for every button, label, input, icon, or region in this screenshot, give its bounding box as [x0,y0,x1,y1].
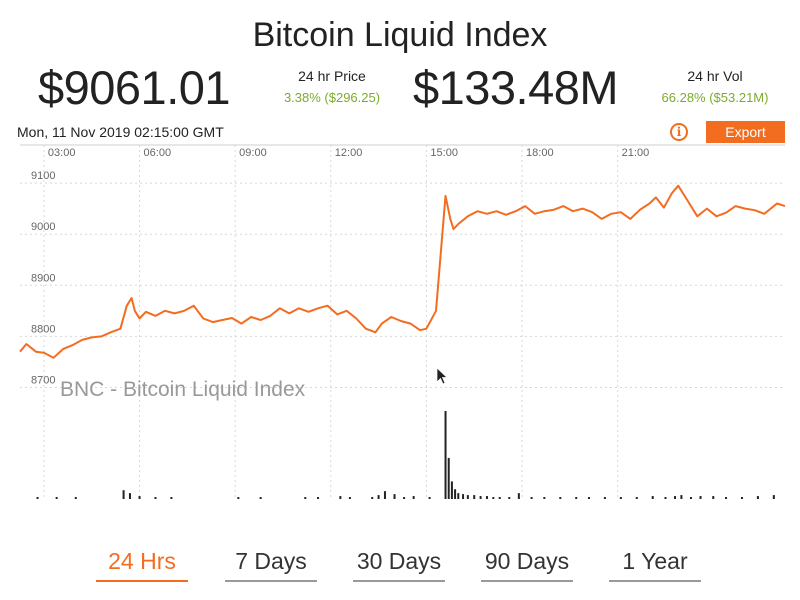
volume-bar [517,493,520,499]
volume-bar [128,493,131,499]
volume-bar [138,496,141,499]
y-tick-label: 8700 [31,374,55,386]
range-option-30-days[interactable]: 30 Days [353,548,445,582]
volume-bar [485,496,488,499]
volume-bar [154,497,157,499]
volume-bar [393,494,396,499]
y-tick-label: 8800 [31,323,55,335]
volume-bar [559,497,562,499]
volume-bar [444,411,447,499]
volume-bar [403,497,406,499]
volume-bar [772,495,775,499]
range-option-90-days[interactable]: 90 Days [481,548,573,582]
volume-stat-label: 24 hr Vol [687,68,743,84]
volume-bar [383,491,386,499]
volume-bar [619,497,622,499]
volume-bar [479,496,482,499]
time-range-selector: 24 Hrs 7 Days 30 Days 90 Days 1 Year [0,540,800,590]
volume-bar [450,481,453,499]
volume-bar [122,490,125,499]
volume-bar [635,497,638,499]
volume-bar [575,497,578,499]
volume-bar [689,497,692,499]
x-tick-label: 12:00 [335,147,363,159]
volume-bar [492,497,495,499]
volume-bar [259,497,262,499]
range-option-24-hrs[interactable]: 24 Hrs [96,548,188,582]
range-option-1-year[interactable]: 1 Year [609,548,701,582]
volume-bar [587,497,590,499]
volume-bar [530,497,533,499]
price-line-layer [19,184,786,359]
volume-bar [466,495,469,499]
volume-bar [680,495,683,499]
y-tick-label: 8900 [31,272,55,284]
chart-timestamp: Mon, 11 Nov 2019 02:15:00 GMT [17,124,224,140]
volume-bar [317,497,320,499]
price-line [19,184,786,359]
volume-bar [740,497,743,499]
range-option-7-days[interactable]: 7 Days [225,548,317,582]
volume-bar [543,497,546,499]
info-icon[interactable]: i [670,123,688,141]
volume-bar [237,497,240,499]
price-stat-label: 24 hr Price [298,68,366,84]
volume-bar [508,497,511,499]
volume-bar [428,497,431,499]
volume-bars [36,411,775,499]
volume-bar [498,497,501,499]
volume-bar [462,494,465,499]
range-option-label: 90 Days [484,548,570,574]
price-stat: 24 hr Price 3.38% ($296.25) [262,68,402,105]
volume-bar [712,496,715,499]
x-tick-label: 06:00 [144,147,172,159]
volume-value: $133.48M [413,61,619,114]
range-option-label: 30 Days [356,548,442,574]
volume-bar [674,496,677,499]
volume-bar [725,497,728,499]
volume-bar [473,495,476,499]
volume-bar [377,495,380,499]
volume-bar [454,489,457,499]
volume-bar [651,496,654,499]
volume-bar [339,496,342,499]
export-button[interactable]: Export [706,121,785,143]
chart-grid [20,144,785,499]
x-tick-label: 21:00 [622,147,650,159]
volume-bar [74,497,77,499]
x-tick-label: 03:00 [48,147,76,159]
axis-labels: 03:00 06:00 09:00 12:00 15:00 18:00 21:00 9100 9… [31,147,649,386]
volume-bar [457,493,460,499]
volume-bar [36,497,39,499]
volume-bar [55,497,58,499]
mouse-cursor-icon [436,367,448,385]
range-option-label: 24 Hrs [108,548,176,574]
volume-change: 66.28% ($53.21M) [661,90,769,105]
volume-bar [412,496,415,499]
volume-bar [371,497,374,499]
volume-bar [699,496,702,499]
chart-watermark: BNC - Bitcoin Liquid Index [60,378,306,401]
volume-stat: 24 hr Vol 66.28% ($53.21M) [640,68,790,105]
x-tick-label: 18:00 [526,147,554,159]
volume-bar [170,497,173,499]
volume-bar [756,496,759,499]
volume-bar [664,497,667,499]
y-tick-label: 9100 [31,170,55,182]
y-tick-label: 9000 [31,221,55,233]
x-tick-label: 09:00 [239,147,267,159]
current-price-value: $9061.01 [38,61,231,114]
volume-bar [603,497,606,499]
index-title: Bitcoin Liquid Index [252,16,548,54]
price-change: 3.38% ($296.25) [283,90,381,105]
volume-bar [304,497,307,499]
x-tick-label: 15:00 [430,147,458,159]
volume-bar [447,457,450,499]
volume-bar [348,497,351,499]
price-volume-chart[interactable]: BNC - Bitcoin Liquid Index 03:00 06:00 09:… [0,0,800,520]
range-option-label: 1 Year [622,548,688,574]
range-option-label: 7 Days [235,548,307,574]
